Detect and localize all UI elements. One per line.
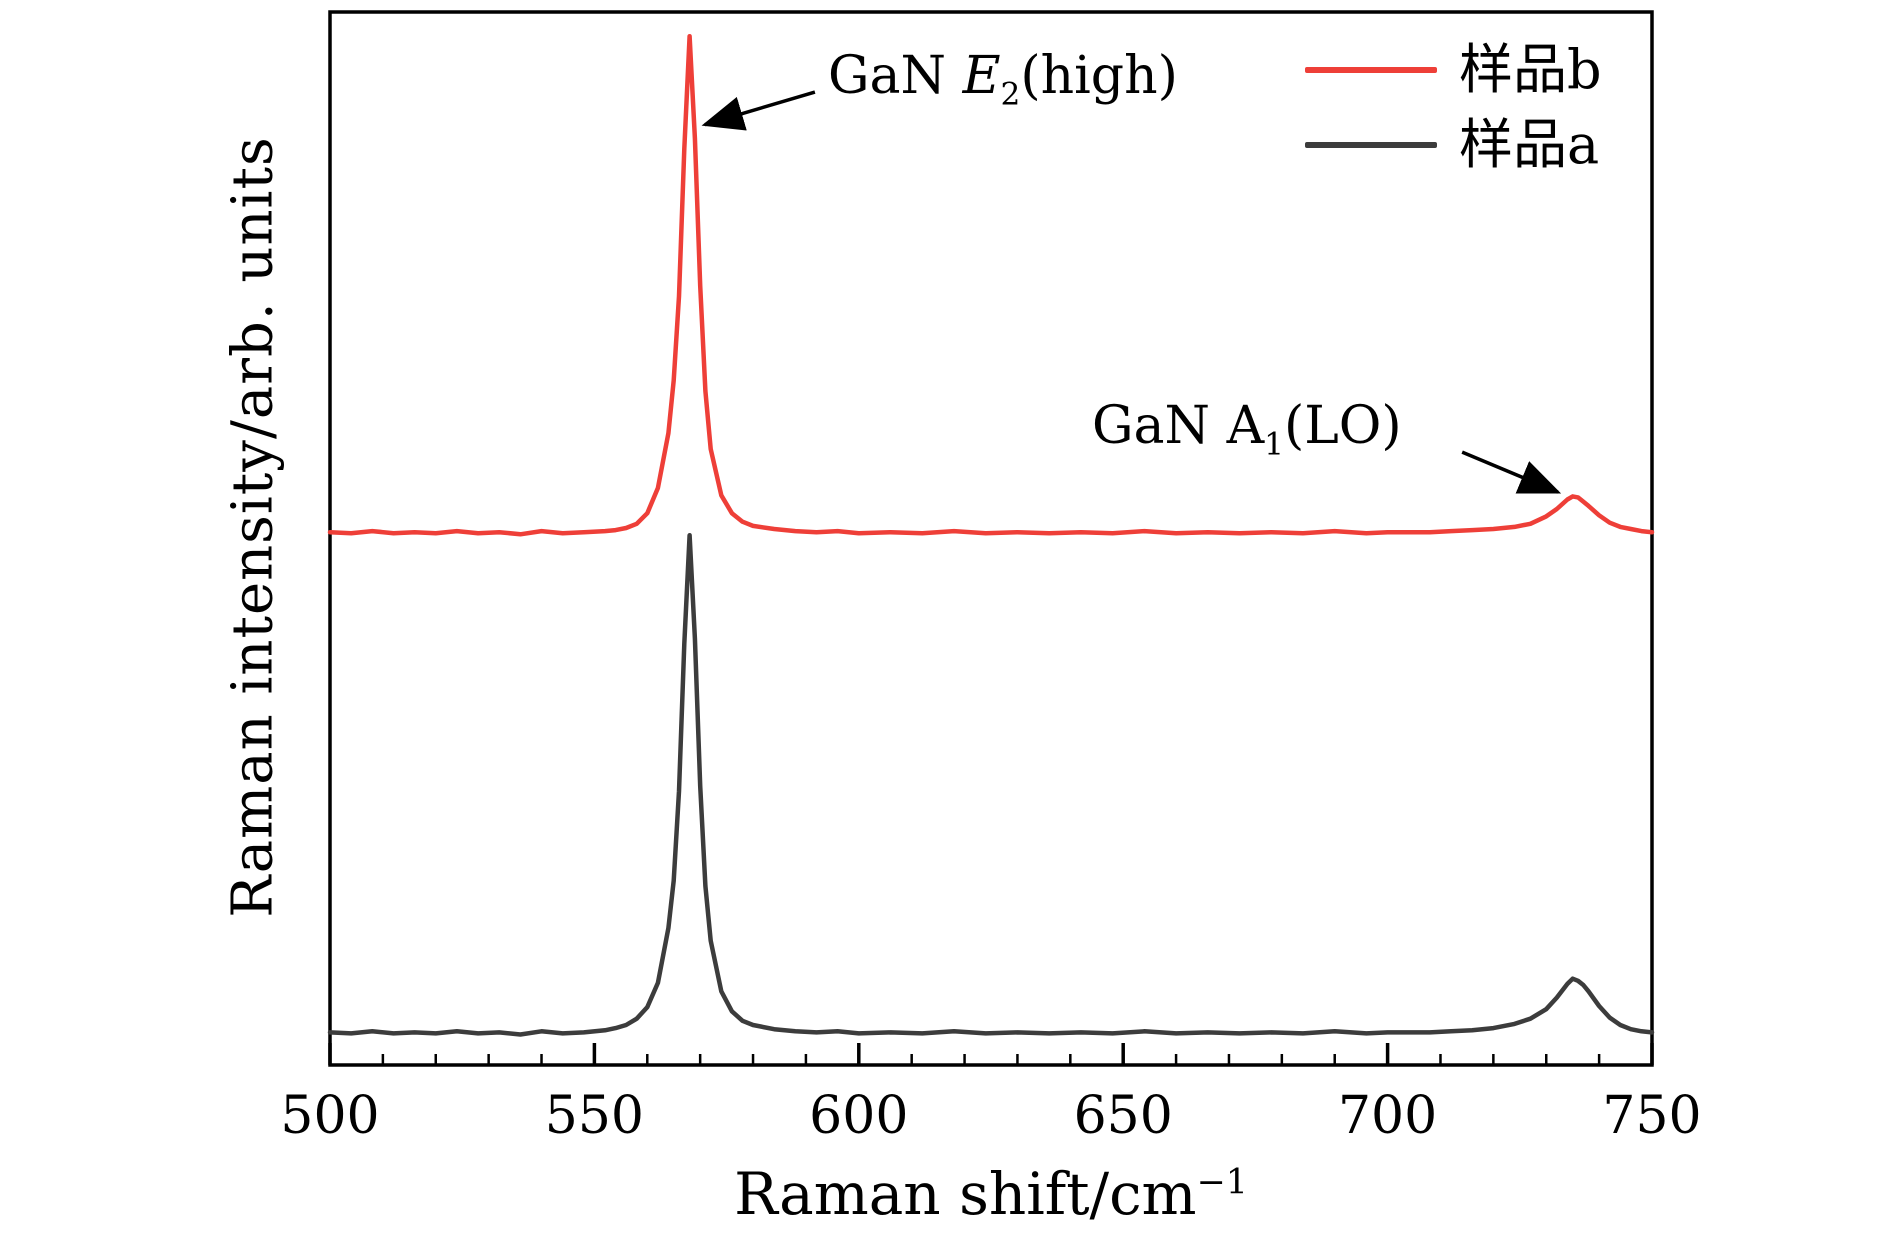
x-tick-label: 750: [1602, 1086, 1701, 1146]
annotation-e2-high: GaN E2(high): [828, 46, 1178, 112]
annotation-e2-subscript: 2: [1000, 76, 1021, 113]
annotation-a1-suffix: (LO): [1283, 396, 1402, 456]
x-tick-label: 650: [1074, 1086, 1173, 1146]
legend-item-sample-b: 样品b: [1305, 40, 1602, 99]
x-tick-label: 600: [809, 1086, 908, 1146]
series-group: [327, 33, 1655, 1037]
x-axis-label: Raman shift/cm−1: [330, 1160, 1652, 1228]
axes-group: 500 550 600 650 700 750: [280, 10, 1702, 1146]
annotation-arrow-0: [701, 90, 816, 131]
annotation-a1-lo: GaN A1(LO): [1092, 396, 1402, 462]
annotation-e2-symbol: E: [962, 46, 1001, 106]
x-axis-label-exponent: −1: [1196, 1162, 1248, 1203]
x-tick-label: 500: [280, 1086, 379, 1146]
series-curve-0: [327, 33, 1655, 537]
series-curve-1: [327, 533, 1655, 1037]
y-axis-label: Raman intensity/arb. units: [220, 136, 286, 918]
annotation-e2-suffix: (high): [1020, 46, 1178, 106]
axes-frame: [328, 10, 1654, 1067]
x-tick-label: 550: [545, 1086, 644, 1146]
annotation-a1-prefix: GaN A: [1092, 396, 1265, 456]
legend-label-sample-a: 样品a: [1459, 113, 1600, 177]
legend: 样品b 样品a: [1305, 40, 1602, 175]
legend-label-sample-b: 样品b: [1459, 38, 1602, 101]
legend-item-sample-a: 样品a: [1305, 113, 1602, 177]
x-tick-label: 700: [1338, 1086, 1437, 1146]
annotation-arrow-1: [1461, 450, 1562, 494]
annotation-a1-subscript: 1: [1264, 426, 1284, 463]
legend-line-sample-b-icon: [1305, 66, 1437, 73]
annotation-e2-prefix: GaN: [828, 46, 963, 106]
annotation-arrows-group: [701, 90, 1562, 494]
x-axis-label-main: Raman shift/cm: [734, 1160, 1197, 1228]
legend-line-sample-a-icon: [1305, 142, 1437, 149]
